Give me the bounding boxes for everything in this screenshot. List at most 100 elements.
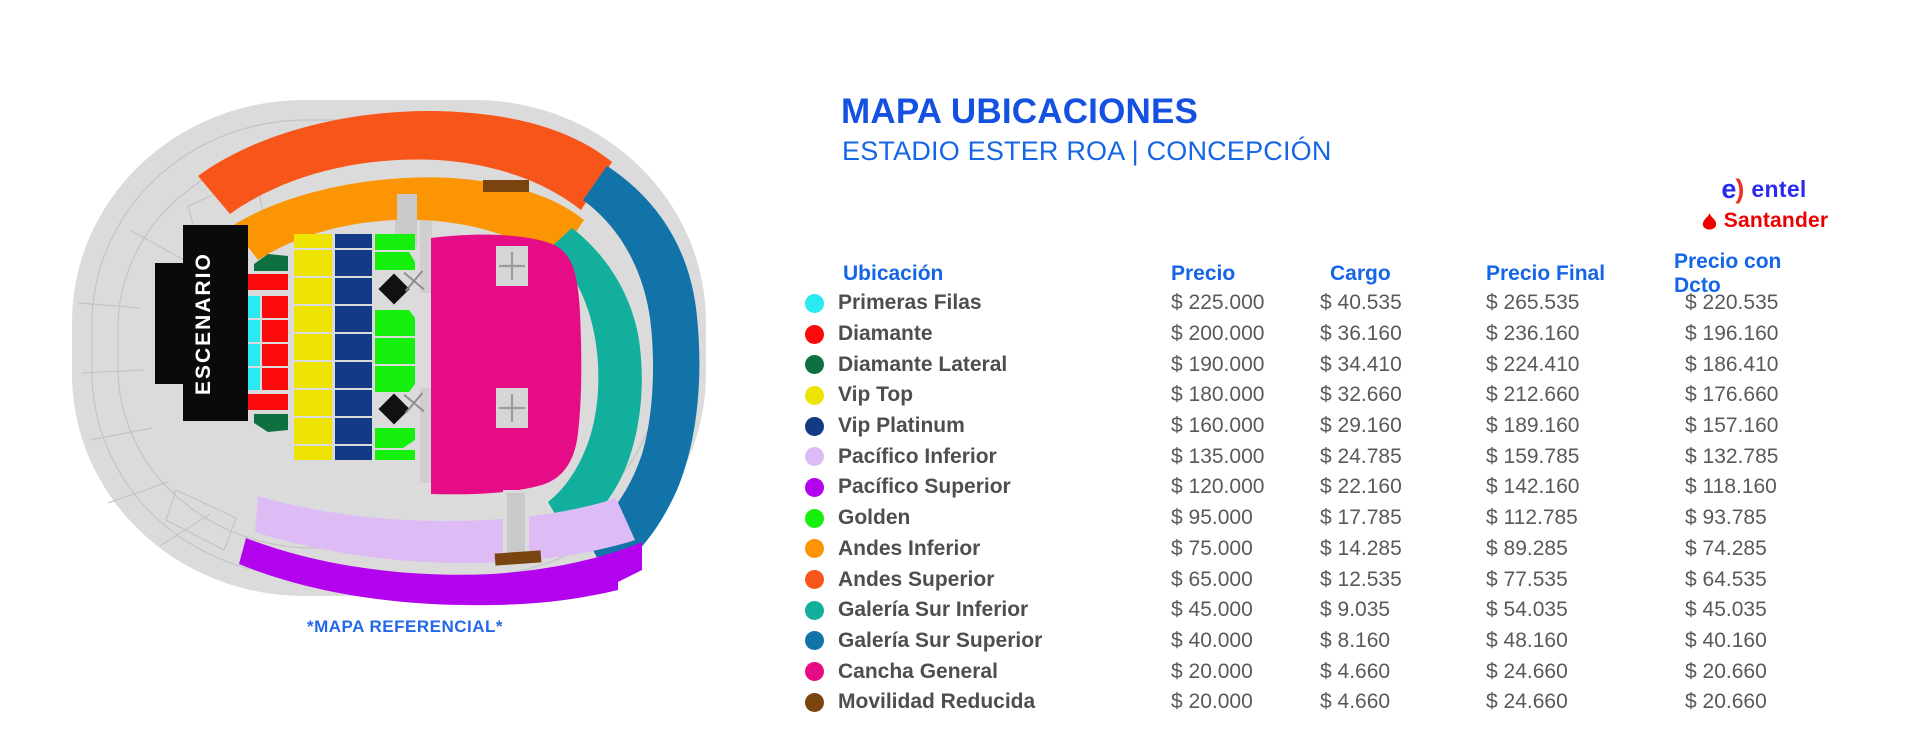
table-row: Primeras Filas $ 225.000 $ 40.535 $ 265.535… [800, 288, 1880, 319]
table-row: Movilidad Reducida $ 20.000 $ 4.660 $ 24.66… [800, 687, 1880, 718]
section-precio-dcto: $ 40.160 [1685, 628, 1767, 652]
table-row: Diamante Lateral $ 190.000 $ 34.410 $ 224.4… [800, 349, 1880, 380]
section-precio-dcto: $ 93.785 [1685, 506, 1767, 530]
section-cargo: $ 32.660 [1320, 383, 1402, 407]
map-section-cancha-general [431, 234, 582, 495]
table-row: Galería Sur Inferior $ 45.000 $ 9.035 $ 54.… [800, 595, 1880, 626]
section-precio-final: $ 189.160 [1486, 414, 1580, 438]
map-movilidad-reducida-bottom [494, 550, 542, 566]
section-name: Galería Sur Inferior [838, 598, 1029, 622]
section-precio-dcto: $ 74.285 [1685, 536, 1767, 560]
section-color-dot-swatch [805, 477, 824, 497]
header-ubicacion: Ubicación [843, 262, 944, 285]
header-precio: Precio [1171, 262, 1236, 285]
section-color-dot-swatch [805, 324, 824, 344]
section-name: Galería Sur Superior [838, 628, 1043, 652]
section-precio-final: $ 224.410 [1486, 352, 1580, 376]
section-cargo: $ 24.785 [1320, 444, 1402, 468]
section-color-dot [800, 293, 838, 313]
section-color-dot-swatch [805, 508, 824, 528]
section-cargo: $ 4.660 [1320, 690, 1391, 714]
section-precio: $ 20.000 [1171, 690, 1253, 714]
section-color-dot [800, 570, 838, 590]
section-precio: $ 120.000 [1171, 475, 1265, 499]
section-color-dot-swatch [805, 416, 824, 436]
section-name: Golden [838, 506, 911, 530]
map-caption: *MAPA REFERENCIAL* [306, 617, 503, 636]
section-color-dot [800, 600, 838, 620]
map-movilidad-reducida-top [483, 180, 529, 192]
price-table-body: Primeras Filas $ 225.000 $ 40.535 $ 265.535… [800, 288, 1880, 718]
section-precio: $ 65.000 [1171, 567, 1253, 591]
table-row: Vip Platinum $ 160.000 $ 29.160 $ 189.160 $ … [800, 411, 1880, 442]
section-name: Andes Superior [838, 567, 995, 591]
section-precio-final: $ 236.160 [1486, 322, 1580, 346]
section-name: Movilidad Reducida [838, 690, 1036, 714]
table-row: Pacífico Inferior $ 135.000 $ 24.785 $ 159.… [800, 441, 1880, 472]
section-color-dot [800, 385, 838, 405]
section-precio-final: $ 48.160 [1486, 628, 1568, 652]
section-color-dot [800, 324, 838, 344]
section-cargo: $ 22.160 [1320, 475, 1402, 499]
entel-logo: e) entel [1721, 176, 1806, 203]
stadium-map: ESCENARIO [58, 88, 738, 618]
santander-logo: Santander [1700, 209, 1829, 233]
section-precio: $ 95.000 [1171, 506, 1253, 530]
section-name: Pacífico Inferior [838, 444, 997, 468]
section-precio-dcto: $ 157.160 [1685, 414, 1779, 438]
section-color-dot [800, 355, 838, 375]
section-precio-final: $ 212.660 [1486, 383, 1580, 407]
section-color-dot [800, 692, 838, 712]
santander-logo-text: Santander [1723, 209, 1829, 232]
section-color-dot [800, 477, 838, 497]
section-precio: $ 20.000 [1171, 659, 1253, 683]
section-color-dot [800, 539, 838, 559]
section-precio-dcto: $ 118.160 [1685, 475, 1777, 499]
table-row: Andes Superior $ 65.000 $ 12.535 $ 77.535 $ … [800, 564, 1880, 595]
map-section-pacifico-inferior [255, 496, 635, 564]
section-precio-dcto: $ 20.660 [1685, 690, 1767, 714]
sponsor-logos: e) entel Santander [1664, 176, 1864, 233]
santander-flame-icon [1702, 212, 1716, 230]
section-precio: $ 180.000 [1171, 383, 1265, 407]
section-precio-final: $ 159.785 [1486, 444, 1580, 468]
map-section-diamante-lateral [254, 254, 288, 432]
table-row: Pacífico Superior $ 120.000 $ 22.160 $ 142.… [800, 472, 1880, 503]
section-color-dot-swatch [805, 662, 824, 682]
map-section-vip-platinum [335, 234, 372, 460]
map-section-vip-top [294, 234, 332, 460]
section-precio: $ 160.000 [1171, 414, 1265, 438]
section-precio-dcto: $ 132.785 [1685, 444, 1779, 468]
section-precio-final: $ 24.660 [1486, 659, 1568, 683]
section-cargo: $ 4.660 [1320, 659, 1391, 683]
section-precio-dcto: $ 220.535 [1685, 291, 1779, 315]
section-color-dot-swatch [805, 293, 824, 313]
section-color-dot-swatch [805, 600, 824, 620]
section-color-dot-swatch [805, 570, 824, 590]
table-row: Vip Top $ 180.000 $ 32.660 $ 212.660 $ 176.6… [800, 380, 1880, 411]
section-precio-final: $ 265.535 [1486, 291, 1580, 315]
section-color-dot [800, 416, 838, 436]
section-name: Diamante Lateral [838, 352, 1008, 376]
section-precio-dcto: $ 64.535 [1685, 567, 1767, 591]
section-cargo: $ 12.535 [1320, 567, 1402, 591]
section-name: Vip Platinum [838, 414, 965, 438]
section-cargo: $ 17.785 [1320, 506, 1402, 530]
section-cargo: $ 36.160 [1320, 322, 1402, 346]
entel-logo-text: entel [1751, 176, 1807, 202]
section-cargo: $ 8.160 [1320, 628, 1391, 652]
walkway-ramp-top [397, 194, 417, 244]
section-cargo: $ 40.535 [1320, 291, 1402, 315]
camera-platform-marker [378, 270, 425, 305]
section-precio-dcto: $ 45.035 [1685, 598, 1767, 622]
section-name: Cancha General [838, 659, 998, 683]
section-color-dot-swatch [805, 692, 824, 712]
section-color-dot-swatch [805, 355, 824, 375]
section-precio: $ 200.000 [1171, 322, 1265, 346]
camera-platform-marker [378, 392, 425, 425]
section-color-dot-swatch [805, 631, 824, 651]
section-color-dot-swatch [805, 385, 824, 405]
header-cargo: Cargo [1330, 262, 1391, 285]
section-precio-dcto: $ 186.410 [1685, 352, 1779, 376]
